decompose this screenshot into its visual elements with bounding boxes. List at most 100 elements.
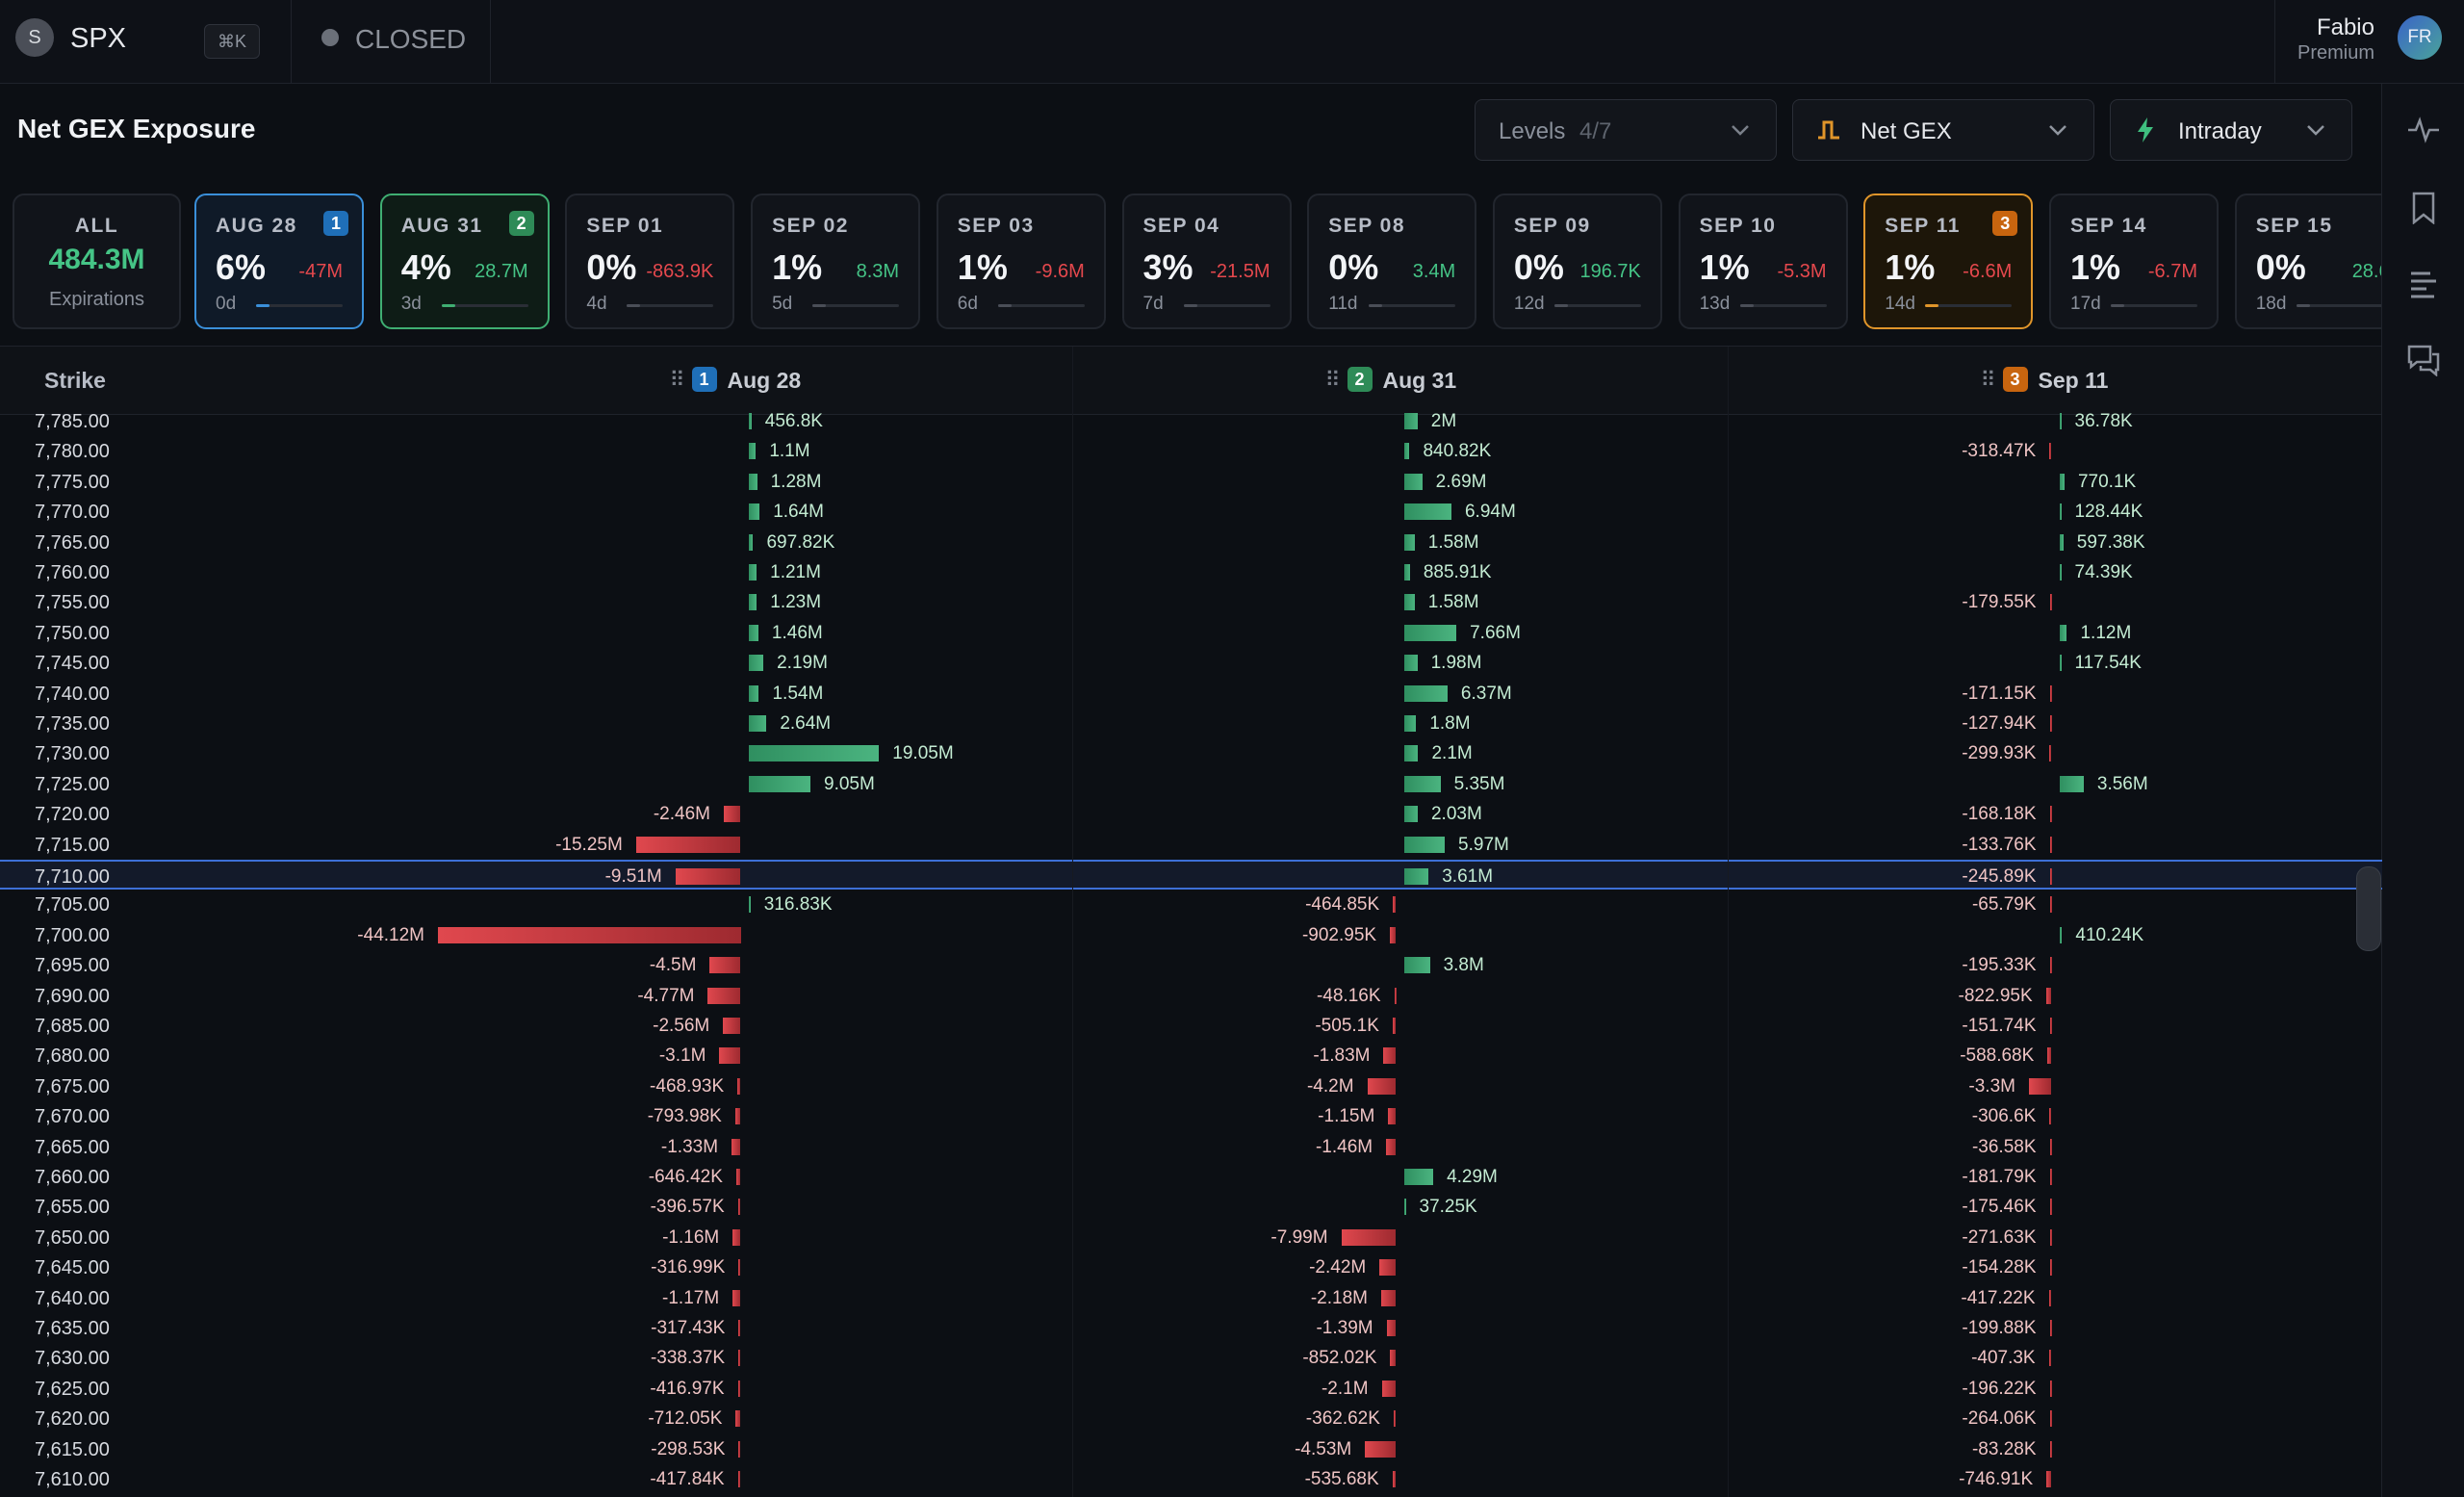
table-row[interactable]: 7,785.00 456.8K 2M 36.78K xyxy=(0,406,2382,436)
gex-value: 5.97M xyxy=(1458,834,1509,855)
table-row[interactable]: 7,630.00 -338.37K -852.02K -407.3K xyxy=(0,1343,2382,1373)
card-progress xyxy=(256,304,343,307)
strike: 7,645.00 xyxy=(35,1257,110,1279)
bookmark-icon[interactable] xyxy=(2411,192,2436,224)
gex-bar xyxy=(2045,987,2052,1004)
gex-value: -175.46K xyxy=(1962,1197,2037,1218)
gex-value: -4.53M xyxy=(1295,1438,1352,1459)
gex-bar xyxy=(2049,745,2052,762)
gex-bar xyxy=(2059,926,2063,943)
table-row[interactable]: 7,735.00 2.64M 1.8M -127.94K xyxy=(0,709,2382,738)
table-row[interactable]: 7,750.00 1.46M 7.66M 1.12M xyxy=(0,618,2382,648)
scroll-handle[interactable] xyxy=(2356,866,2381,951)
expiration-card[interactable]: AUG 28 1 6% -47M 0d xyxy=(194,194,364,329)
table-row[interactable]: 7,680.00 -3.1M -1.83M -588.68K xyxy=(0,1041,2382,1071)
expiration-card[interactable]: SEP 08 0% 3.4M 11d xyxy=(1307,194,1477,329)
gex-value: -298.53K xyxy=(651,1438,726,1459)
strike: 7,730.00 xyxy=(35,743,110,765)
gex-bar xyxy=(1403,715,1417,732)
expiration-card[interactable]: SEP 02 1% 8.3M 5d xyxy=(751,194,921,329)
dropdown-label: Net GEX xyxy=(1861,118,1952,144)
gex-bar xyxy=(738,1350,741,1367)
expiration-card[interactable]: SEP 14 1% -6.7M 17d xyxy=(2049,194,2219,329)
gex-bar xyxy=(1394,987,1397,1004)
gex-bar xyxy=(2049,836,2052,853)
divider xyxy=(0,346,2381,347)
table-row[interactable]: 7,745.00 2.19M 1.98M 117.54K xyxy=(0,648,2382,678)
summary-card[interactable]: ALL 484.3M Expirations xyxy=(13,194,181,329)
metric-dropdown[interactable]: Net GEX xyxy=(1792,99,2094,161)
table-row[interactable]: 7,705.00 316.83K -464.85K -65.79K xyxy=(0,890,2382,919)
drag-handle[interactable]: ⠿ xyxy=(1324,368,1341,392)
table-row[interactable]: 7,695.00 -4.5M 3.8M -195.33K xyxy=(0,950,2382,980)
table-row[interactable]: 7,725.00 9.05M 5.35M 3.56M xyxy=(0,769,2382,799)
expiration-card[interactable]: SEP 01 0% -863.9K 4d xyxy=(565,194,735,329)
table-row[interactable]: 7,780.00 1.1M 840.82K -318.47K xyxy=(0,436,2382,466)
table-row[interactable]: 7,660.00 -646.42K 4.29M -181.79K xyxy=(0,1162,2382,1192)
gex-value: 885.91K xyxy=(1423,562,1492,582)
table-row[interactable]: 7,620.00 -712.05K -362.62K -264.06K xyxy=(0,1404,2382,1433)
card-progress-fill xyxy=(1739,304,1754,307)
gex-value: -199.88K xyxy=(1962,1318,2037,1338)
table-row[interactable]: 7,640.00 -1.17M -2.18M -417.22K xyxy=(0,1283,2382,1313)
gex-value: 316.83K xyxy=(763,894,833,916)
gex-value: 1.54M xyxy=(772,683,824,704)
table-row[interactable]: 7,765.00 697.82K 1.58M 597.38K xyxy=(0,528,2382,557)
expiration-card[interactable]: SEP 10 1% -5.3M 13d xyxy=(1678,194,1848,329)
table-row[interactable]: 7,770.00 1.64M 6.94M 128.44K xyxy=(0,497,2382,527)
table-row[interactable]: 7,675.00 -468.93K -4.2M -3.3M xyxy=(0,1071,2382,1101)
table-row[interactable]: 7,760.00 1.21M 885.91K 74.39K xyxy=(0,557,2382,587)
drag-handle[interactable]: ⠿ xyxy=(1980,368,1996,392)
symbol[interactable]: SPX xyxy=(70,23,127,54)
table-row[interactable]: 7,635.00 -317.43K -1.39M -199.88K xyxy=(0,1313,2382,1343)
card-progress-fill xyxy=(1369,304,1383,307)
table-row[interactable]: 7,625.00 -416.97K -2.1M -196.22K xyxy=(0,1374,2382,1404)
timeframe-dropdown[interactable]: Intraday xyxy=(2110,99,2352,161)
gex-value: -417.22K xyxy=(1961,1287,2036,1308)
table-row[interactable]: 7,610.00 -417.84K -535.68K -746.91K xyxy=(0,1464,2382,1494)
gex-bar xyxy=(1403,655,1418,672)
gex-value: 456.8K xyxy=(764,411,823,431)
gex-bar xyxy=(748,775,810,792)
table-row[interactable]: 7,775.00 1.28M 2.69M 770.1K xyxy=(0,467,2382,497)
drag-handle[interactable]: ⠿ xyxy=(669,368,685,392)
table-row[interactable]: 7,670.00 -793.98K -1.15M -306.6K xyxy=(0,1101,2382,1131)
table-row[interactable]: 7,655.00 -396.57K 37.25K -175.46K xyxy=(0,1192,2382,1222)
activity-icon[interactable] xyxy=(2407,116,2440,144)
gex-bar xyxy=(723,806,741,823)
card-badge: 1 xyxy=(323,211,348,236)
table-row[interactable]: 7,730.00 19.05M 2.1M -299.93K xyxy=(0,738,2382,768)
table-row[interactable]: 7,690.00 -4.77M -48.16K -822.95K xyxy=(0,981,2382,1011)
table-row[interactable]: 7,665.00 -1.33M -1.46M -36.58K xyxy=(0,1132,2382,1162)
table-row[interactable]: 7,740.00 1.54M 6.37M -171.15K xyxy=(0,679,2382,709)
avatar[interactable]: FR xyxy=(2398,15,2442,60)
table-row[interactable]: 7,755.00 1.23M 1.58M -179.55K xyxy=(0,587,2382,617)
table-row[interactable]: 7,700.00 -44.12M -902.95K 410.24K xyxy=(0,920,2382,950)
levels-dropdown[interactable]: Levels 4/7 xyxy=(1475,99,1777,161)
gex-bar xyxy=(2049,1259,2052,1277)
expiration-card[interactable]: SEP 03 1% -9.6M 6d xyxy=(936,194,1106,329)
expiration-card[interactable]: SEP 11 3 1% -6.6M 14d xyxy=(1863,194,2034,329)
gex-bar xyxy=(748,655,764,672)
expiration-card[interactable]: AUG 31 2 4% 28.7M 3d xyxy=(379,194,550,329)
table-row[interactable]: 7,615.00 -298.53K -4.53M -83.28K xyxy=(0,1434,2382,1464)
strike: 7,785.00 xyxy=(35,411,110,432)
expiration-card[interactable]: SEP 04 3% -21.5M 7d xyxy=(1121,194,1292,329)
table-row[interactable]: 7,715.00 -15.25M 5.97M -133.76K xyxy=(0,830,2382,860)
table-row[interactable]: 7,685.00 -2.56M -505.1K -151.74K xyxy=(0,1011,2382,1041)
table-row[interactable]: 7,720.00 -2.46M 2.03M -168.18K xyxy=(0,799,2382,829)
list-icon[interactable] xyxy=(2407,269,2440,301)
expiration-card[interactable]: SEP 15 0% 28.6K 18d xyxy=(2234,194,2381,329)
expiration-card[interactable]: SEP 09 0% 196.7K 12d xyxy=(1492,194,1662,329)
card-progress-fill xyxy=(627,304,641,307)
table-row[interactable]: 7,710.00 -9.51M 3.61M -245.89K xyxy=(0,860,2382,890)
gex-bar xyxy=(748,443,757,460)
strike: 7,750.00 xyxy=(35,622,110,644)
table-row[interactable]: 7,650.00 -1.16M -7.99M -271.63K xyxy=(0,1223,2382,1252)
shortcut[interactable]: ⌘K xyxy=(204,24,260,59)
strike: 7,780.00 xyxy=(35,441,110,463)
table-row[interactable]: 7,645.00 -316.99K -2.42M -154.28K xyxy=(0,1252,2382,1282)
chat-icon[interactable] xyxy=(2406,344,2441,376)
gex-bar xyxy=(735,1169,741,1185)
